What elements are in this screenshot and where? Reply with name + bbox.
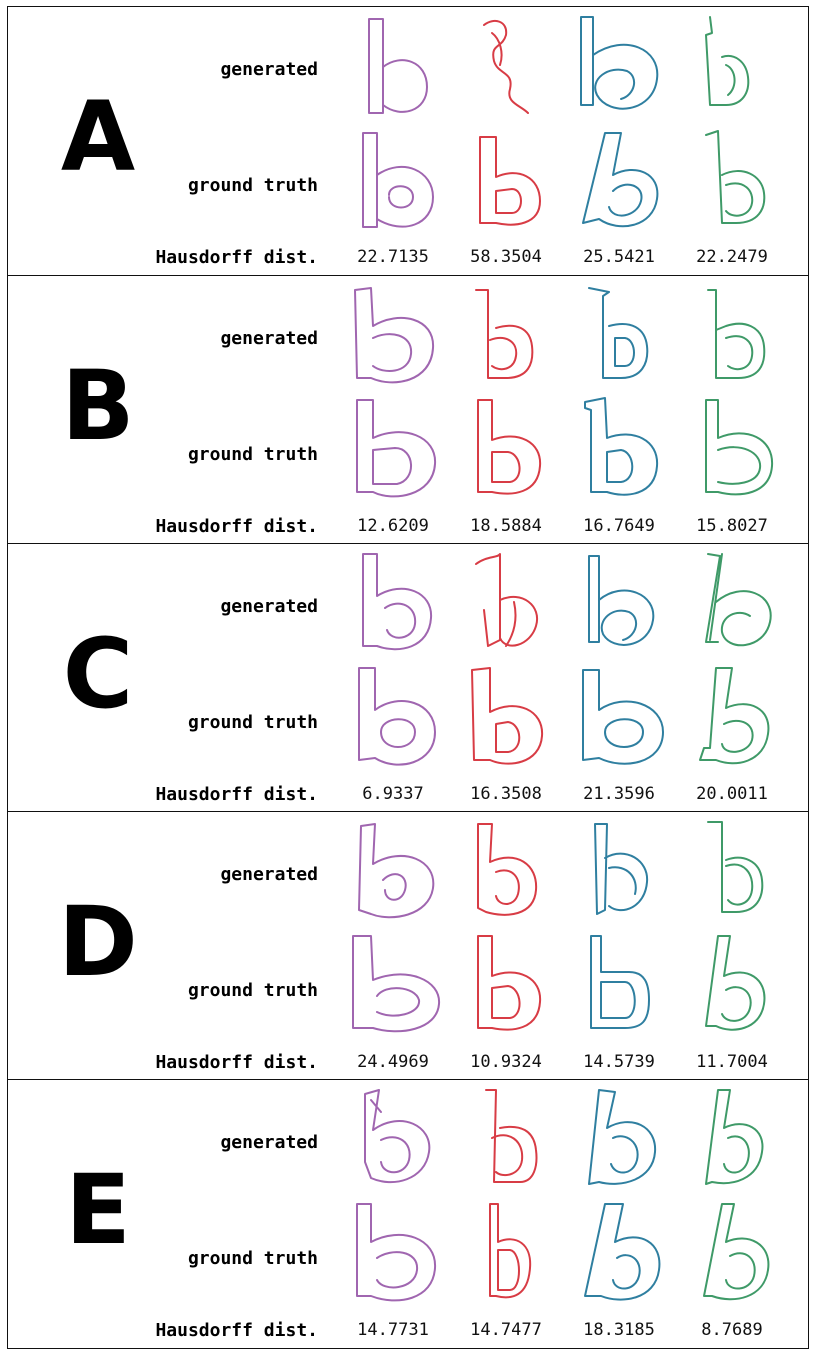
panel-c: C generated ground truth Hausdorff dist.… — [8, 543, 808, 811]
hausdorff-label: Hausdorff dist. — [155, 1052, 318, 1073]
hausdorff-value: 16.3508 — [470, 784, 542, 804]
ground-truth-glyph — [356, 1203, 437, 1302]
generated-glyph — [588, 555, 655, 646]
ground-truth-glyph — [582, 669, 664, 765]
ground-truth-glyph — [471, 667, 544, 765]
hausdorff-value: 21.3596 — [583, 784, 655, 804]
hausdorff-value: 58.3504 — [470, 247, 542, 267]
generated-glyph — [354, 287, 435, 384]
ground-truth-glyph — [705, 399, 774, 496]
generated-label: generated — [220, 1132, 318, 1153]
ground-truth-glyph — [705, 935, 766, 1031]
panel-letter: B — [61, 350, 135, 462]
generated-glyph — [362, 553, 433, 651]
generated-glyph — [594, 823, 649, 915]
ground-truth-glyph — [489, 1203, 532, 1299]
generated-glyph — [477, 823, 538, 916]
generated-glyph — [368, 18, 428, 114]
generated-glyph — [358, 823, 435, 919]
ground-truth-glyph — [584, 1203, 661, 1301]
generated-glyph — [475, 553, 539, 647]
generated-label: generated — [220, 59, 318, 80]
ground-truth-glyph — [362, 132, 434, 228]
ground-truth-glyph — [590, 935, 650, 1029]
generated-glyph — [707, 821, 764, 913]
ground-truth-glyph — [352, 935, 441, 1033]
hausdorff-value: 14.5739 — [583, 1052, 655, 1072]
hausdorff-value: 16.7649 — [583, 516, 655, 536]
panel-letter: A — [60, 81, 136, 193]
ground-truth-glyph — [582, 132, 659, 228]
ground-truth-glyph — [356, 399, 437, 498]
ground-truth-glyph — [358, 667, 436, 766]
hausdorff-value: 22.2479 — [696, 247, 768, 267]
hausdorff-label: Hausdorff dist. — [155, 1320, 318, 1341]
ground-truth-glyph — [699, 667, 770, 765]
generated-glyph — [588, 1089, 657, 1185]
ground-truth-label: ground truth — [187, 444, 318, 465]
panel-letter: D — [58, 886, 138, 998]
generated-glyph — [705, 1089, 764, 1185]
hausdorff-value: 24.4969 — [357, 1052, 429, 1072]
comparison-figure: A generated ground truth Hausdorff dist.… — [7, 6, 809, 1349]
panel-b: B generated ground truth Hausdorff dist.… — [8, 275, 808, 543]
hausdorff-label: Hausdorff dist. — [155, 784, 318, 805]
ground-truth-label: ground truth — [187, 980, 318, 1001]
generated-glyph — [485, 1089, 538, 1183]
generated-glyph — [475, 289, 534, 379]
generated-glyph — [483, 19, 529, 114]
generated-glyph — [705, 16, 750, 106]
hausdorff-value: 14.7477 — [470, 1320, 542, 1340]
hausdorff-value: 18.5884 — [470, 516, 542, 536]
hausdorff-value: 6.9337 — [362, 784, 424, 804]
hausdorff-value: 14.7731 — [357, 1320, 429, 1340]
hausdorff-value: 20.0011 — [696, 784, 768, 804]
ground-truth-glyph — [477, 935, 542, 1031]
generated-glyph — [588, 287, 649, 379]
generated-label: generated — [220, 864, 318, 885]
ground-truth-glyph — [705, 130, 766, 224]
hausdorff-label: Hausdorff dist. — [155, 247, 318, 268]
ground-truth-label: ground truth — [187, 175, 318, 196]
ground-truth-glyph — [477, 399, 542, 495]
generated-label: generated — [220, 328, 318, 349]
generated-label: generated — [220, 596, 318, 617]
ground-truth-glyph — [479, 136, 541, 226]
hausdorff-value: 12.6209 — [357, 516, 429, 536]
generated-glyph — [707, 289, 766, 379]
panel-d: D generated ground truth Hausdorff dist.… — [8, 811, 808, 1079]
ground-truth-glyph — [584, 397, 659, 496]
hausdorff-value: 15.8027 — [696, 516, 768, 536]
ground-truth-glyph — [703, 1203, 770, 1301]
hausdorff-value: 25.5421 — [583, 247, 655, 267]
panel-letter: E — [65, 1154, 131, 1266]
hausdorff-value: 10.9324 — [470, 1052, 542, 1072]
hausdorff-value: 8.7689 — [701, 1320, 763, 1340]
hausdorff-value: 18.3185 — [583, 1320, 655, 1340]
hausdorff-value: 11.7004 — [696, 1052, 768, 1072]
generated-glyph — [705, 553, 772, 647]
panel-letter: C — [62, 618, 134, 730]
hausdorff-label: Hausdorff dist. — [155, 516, 318, 537]
ground-truth-label: ground truth — [187, 1248, 318, 1269]
ground-truth-label: ground truth — [187, 712, 318, 733]
panel-a: A generated ground truth Hausdorff dist.… — [8, 7, 808, 275]
generated-glyph — [580, 16, 659, 110]
hausdorff-value: 22.7135 — [357, 247, 429, 267]
panel-e: E generated ground truth Hausdorff dist.… — [8, 1079, 808, 1347]
generated-glyph — [364, 1089, 431, 1184]
